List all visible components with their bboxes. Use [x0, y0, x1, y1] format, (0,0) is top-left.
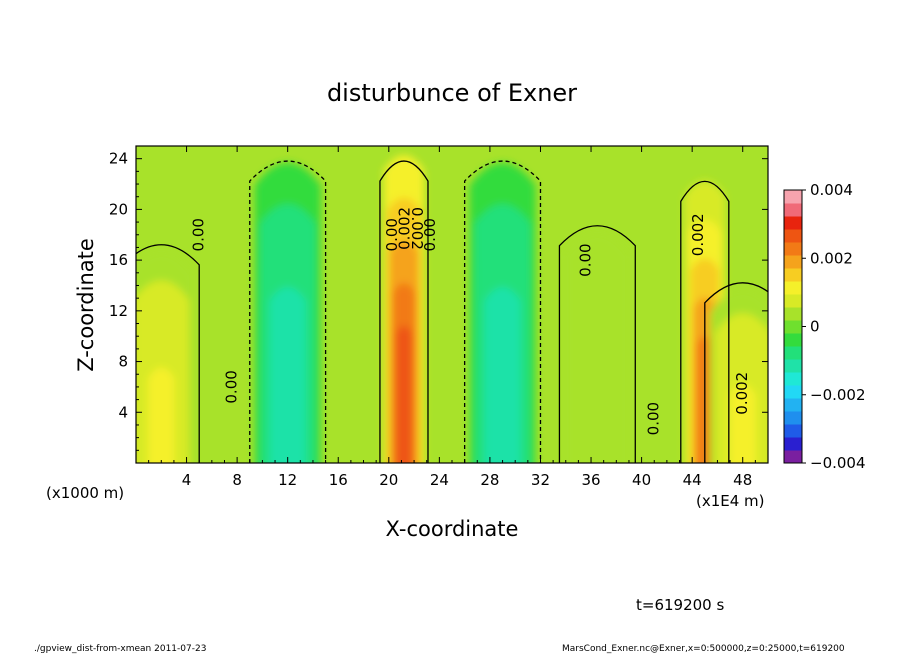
feature-layer — [489, 328, 516, 463]
feature-1 — [254, 162, 321, 463]
contour-line-5 — [680, 180, 730, 463]
contour-labels: 0.000.000.000.0020.0020.000.000.000.0020… — [190, 207, 752, 435]
y-tick-label: 24 — [109, 150, 128, 168]
x-tick-label: 20 — [379, 471, 398, 489]
colorbar-swatch — [784, 268, 802, 282]
feature-6 — [709, 289, 768, 463]
contour-line-0 — [136, 244, 200, 463]
contour-label: 0.00 — [576, 243, 594, 276]
feature-2 — [383, 155, 425, 463]
colorbar-swatch — [784, 450, 802, 464]
colorbar-swatch — [784, 346, 802, 360]
time-label: t=619200 s — [636, 596, 724, 614]
x-axis: 4 8 12 16 20 24 28 32 36 40 44 48 — [148, 146, 756, 489]
colorbar-swatch — [784, 398, 802, 412]
feature-layer — [395, 325, 413, 463]
colorbar-swatch — [784, 307, 802, 321]
x-unit-label: (x1E4 m) — [696, 492, 765, 510]
footer-right: MarsCond_Exner.nc@Exner,x=0:500000,z=0:2… — [562, 644, 845, 654]
x-tick-label: 12 — [278, 471, 297, 489]
y-tick-label: 16 — [109, 251, 128, 269]
field-layers — [136, 155, 768, 463]
plot-area: 0.000.000.000.0020.0020.000.000.000.0020… — [135, 145, 769, 464]
y-tick-label: 12 — [109, 302, 128, 320]
contour-line-1 — [249, 160, 327, 463]
colorbar-swatches — [784, 190, 802, 464]
x-tick-label: 24 — [430, 471, 449, 489]
contour-label: 0.002 — [408, 207, 426, 250]
x-axis-label: X-coordinate — [386, 517, 519, 541]
x-tick-label: 28 — [480, 471, 499, 489]
x-tick-label: 8 — [232, 471, 242, 489]
plot-background — [136, 146, 768, 463]
feature-0 — [136, 251, 195, 463]
colorbar-swatch — [784, 372, 802, 386]
feature-4 — [564, 232, 631, 463]
colorbar-tick-label: 0.002 — [810, 249, 853, 267]
x-tick-label: 36 — [581, 471, 600, 489]
feature-layer — [729, 384, 756, 463]
y-tick-label: 4 — [118, 403, 128, 421]
colorbar-swatch — [784, 216, 802, 230]
x-tick-label: 44 — [683, 471, 702, 489]
colorbar-swatch — [784, 333, 802, 347]
colorbar-swatch — [784, 255, 802, 269]
contour-label: 0.00 — [223, 370, 241, 403]
x-tick-label: 40 — [632, 471, 651, 489]
contour-label: 0.00 — [383, 218, 401, 251]
colorbar: 0.004 0.002 0 −0.002 −0.004 — [783, 181, 866, 472]
colorbar-swatch — [784, 242, 802, 256]
colorbar-swatch — [784, 229, 802, 243]
x-tick-label: 4 — [182, 471, 192, 489]
contour-label: 0.00 — [190, 218, 208, 251]
contour-label: 0.002 — [396, 207, 414, 250]
colorbar-swatch — [784, 281, 802, 295]
contour-label: 0.002 — [689, 213, 707, 256]
footer-left: ./gpview_dist-from-xmean 2011-07-23 — [34, 644, 206, 654]
colorbar-swatch — [784, 190, 802, 204]
contour-label: 0.00 — [645, 402, 663, 435]
chart-title: disturbunce of Exner — [327, 79, 577, 107]
x-tick-label: 16 — [329, 471, 348, 489]
contour-line-6 — [704, 282, 768, 463]
contour-label: 0.002 — [733, 372, 751, 415]
colorbar-swatch — [784, 411, 802, 425]
contour-lines — [136, 160, 768, 463]
contour-label: 0.00 — [421, 218, 439, 251]
colorbar-tick-label: 0 — [810, 318, 820, 336]
y-axis-label: Z-coordinate — [74, 238, 98, 372]
y-axis: 4 8 12 16 20 24 — [109, 150, 768, 451]
colorbar-swatch — [784, 359, 802, 373]
colorbar-swatch — [784, 437, 802, 451]
colorbar-swatch — [784, 424, 802, 438]
colorbar-labels: 0.004 0.002 0 −0.002 −0.004 — [802, 181, 866, 472]
colorbar-tick-label: −0.002 — [810, 386, 866, 404]
y-unit-label: (x1000 m) — [46, 484, 124, 502]
contour-line-2 — [379, 160, 429, 463]
feature-3 — [469, 162, 536, 463]
colorbar-tick-label: −0.004 — [810, 454, 866, 472]
colorbar-swatch — [784, 320, 802, 334]
feature-layer — [584, 359, 611, 463]
y-tick-label: 8 — [118, 353, 128, 371]
colorbar-swatch — [784, 203, 802, 217]
x-tick-label: 32 — [531, 471, 550, 489]
x-tick-label: 48 — [733, 471, 752, 489]
contour-line-3 — [463, 160, 542, 463]
feature-layer — [148, 367, 175, 463]
colorbar-swatch — [784, 294, 802, 308]
y-tick-label: 20 — [109, 200, 128, 218]
contour-line-4 — [558, 225, 636, 463]
feature-layer — [274, 328, 301, 463]
colorbar-tick-label: 0.004 — [810, 181, 853, 199]
contour-field — [136, 155, 768, 463]
colorbar-swatch — [784, 385, 802, 399]
